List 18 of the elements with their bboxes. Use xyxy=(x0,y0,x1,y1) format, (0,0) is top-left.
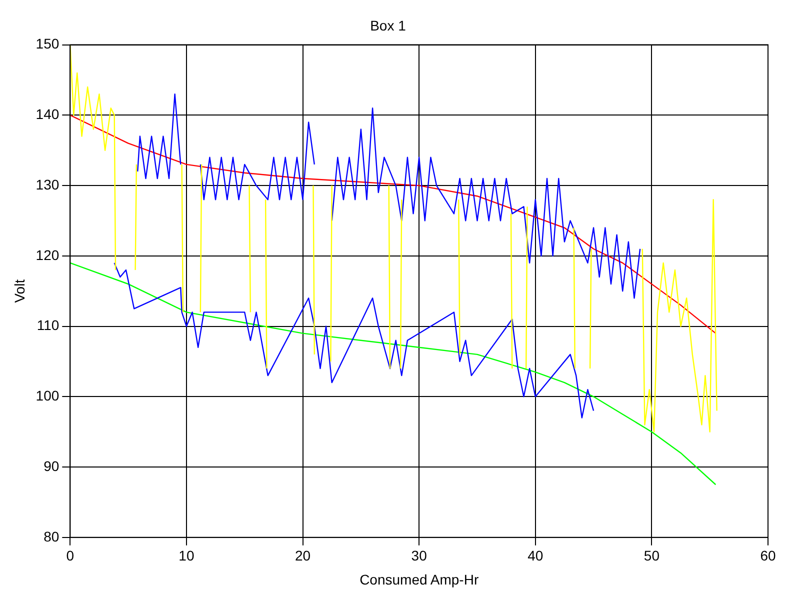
y-tick-label: 100 xyxy=(36,388,60,404)
x-tick-label: 30 xyxy=(411,548,428,564)
x-tick-label: 20 xyxy=(294,548,311,564)
x-tick-label: 50 xyxy=(644,548,660,564)
y-tick-label: 110 xyxy=(36,317,60,334)
x-tick-label: 0 xyxy=(66,548,74,564)
x-axis-title: Consumed Amp-Hr xyxy=(360,571,479,588)
y-axis-title: Volt xyxy=(11,279,28,303)
x-tick-label: 40 xyxy=(528,548,544,564)
x-tick-label: 10 xyxy=(178,548,194,564)
y-tick-label: 130 xyxy=(36,176,60,192)
x-tick-label: 60 xyxy=(760,548,776,564)
y-tick-label: 120 xyxy=(36,246,60,263)
y-tick-label: 140 xyxy=(36,106,60,122)
chart-title: Box 1 xyxy=(370,17,406,34)
y-tick-label: 80 xyxy=(44,528,60,544)
y-tick-label: 150 xyxy=(36,36,60,52)
y-tick-label: 90 xyxy=(44,458,60,474)
